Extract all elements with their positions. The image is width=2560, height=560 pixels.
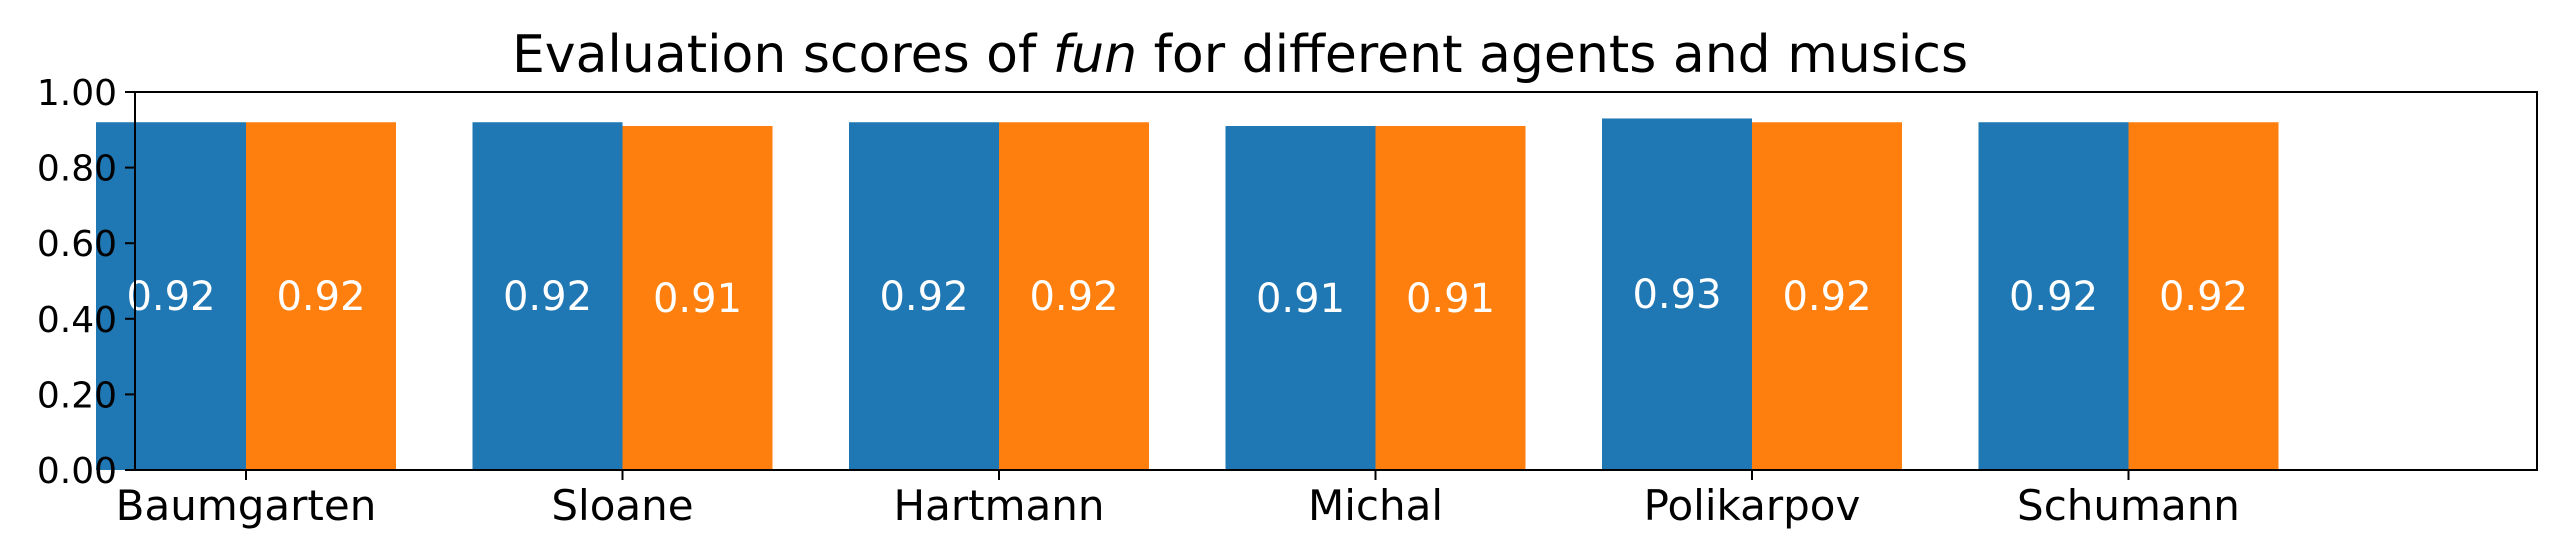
x-axis: Baumgarten Sloane Hartmann Michal Polikarpov… [116, 470, 2240, 530]
x-category-label: Schumann [2017, 481, 2240, 530]
x-category-label: Baumgarten [116, 481, 377, 530]
bar-value-label: 0.92 [879, 274, 968, 320]
bar-value-label: 0.91 [653, 276, 742, 322]
y-axis: 0.00 0.20 0.40 0.60 0.80 1.00 [37, 73, 135, 492]
plot-frame [134, 91, 2538, 471]
y-tick-label: 0.40 [37, 300, 117, 341]
x-category-label: Sloane [551, 481, 693, 530]
bar-sloane-series-2 [622, 126, 773, 471]
bar-value-label: 0.92 [126, 274, 215, 320]
chart-title-part-1: Evaluation scores of [512, 25, 1053, 85]
chart-title: Evaluation scores of fun for different a… [512, 25, 1968, 85]
bar-hartmann-series-1 [849, 122, 999, 471]
bar-polikarpov-series-1 [1602, 118, 1752, 471]
bar-value-label: 0.92 [276, 274, 365, 320]
y-tick-label: 0.00 [37, 451, 117, 492]
bar-sloane-series-1 [472, 122, 623, 471]
chart-title-part-3: for different agents and musics [1137, 25, 1968, 85]
y-tick-label: 0.60 [37, 224, 117, 265]
bar-polikarpov-series-2 [1752, 122, 1902, 471]
bars-group [96, 118, 2279, 471]
bar-baumgarten-series-1 [96, 122, 246, 471]
x-category-label: Michal [1308, 481, 1443, 530]
x-category-label: Polikarpov [1644, 481, 1861, 530]
bar-schumann-series-2 [2128, 122, 2279, 471]
bar-value-label: 0.92 [2159, 274, 2248, 320]
y-tick-label: 0.20 [37, 375, 117, 416]
bar-value-label: 0.91 [1256, 276, 1345, 322]
bar-baumgarten-series-2 [246, 122, 396, 471]
chart-title-italic: fun [1053, 25, 1137, 85]
bar-value-label: 0.93 [1632, 272, 1721, 318]
bar-value-label: 0.92 [1029, 274, 1118, 320]
y-tick-label: 1.00 [37, 73, 117, 114]
bar-value-label: 0.92 [2009, 274, 2098, 320]
bar-hartmann-series-2 [999, 122, 1149, 471]
bar-michal-series-2 [1375, 126, 1526, 471]
bar-michal-series-1 [1225, 126, 1376, 471]
bar-value-label: 0.92 [1782, 274, 1871, 320]
y-tick-label: 0.80 [37, 149, 117, 190]
bar-labels-group: 0.92 0.92 0.92 0.91 0.93 0.92 0.92 0.91 0.92 0.91… [126, 272, 2248, 322]
bar-value-label: 0.91 [1406, 276, 1495, 322]
x-category-label: Hartmann [894, 481, 1105, 530]
bar-value-label: 0.92 [503, 274, 592, 320]
bar-schumann-series-1 [1978, 122, 2129, 471]
